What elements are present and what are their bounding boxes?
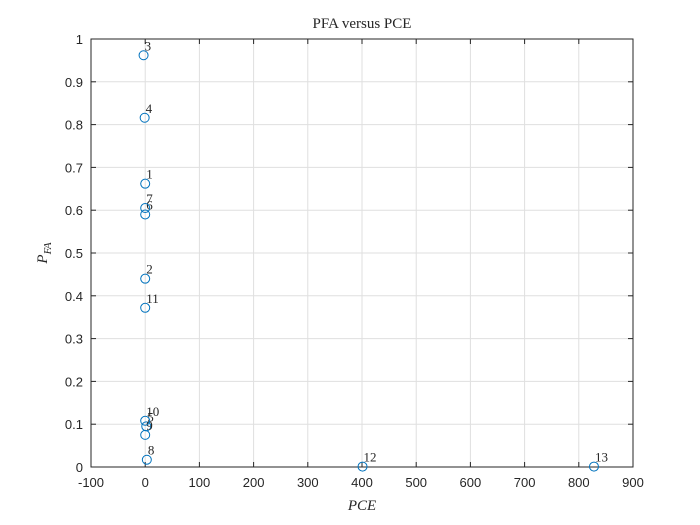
axes-frame: [90, 38, 634, 468]
data-point-3: [138, 50, 149, 61]
x-tick-label-6: 500: [405, 475, 427, 490]
x-tick-label-3: 200: [243, 475, 265, 490]
y-tick-label-0: 0: [76, 460, 83, 475]
data-point-label-13: 13: [595, 450, 608, 465]
data-point-1: [140, 178, 151, 189]
y-tick-label-8: 0.8: [65, 118, 83, 133]
y-tick-label-2: 0.2: [65, 374, 83, 389]
data-point-12: [357, 461, 368, 472]
data-point-4: [139, 112, 150, 123]
y-axis-label-subscript: FA: [42, 242, 54, 255]
data-point-label-7: 7: [146, 191, 153, 206]
data-point-10: [140, 415, 151, 426]
x-tick-label-0: -100: [78, 475, 104, 490]
data-point-label-11: 11: [146, 291, 159, 306]
data-point-13: [588, 461, 599, 472]
data-point-label-1: 1: [146, 167, 153, 182]
data-point-9: [140, 429, 151, 440]
y-axis-label-main: P: [35, 254, 51, 264]
x-tick-label-10: 900: [622, 475, 644, 490]
x-tick-label-7: 600: [460, 475, 482, 490]
data-point-label-10: 10: [146, 404, 159, 419]
data-point-label-6: 6: [146, 197, 153, 212]
data-point-label-2: 2: [146, 262, 153, 277]
y-tick-label-6: 0.6: [65, 203, 83, 218]
data-point-6: [140, 209, 151, 220]
y-tick-label-3: 0.3: [65, 332, 83, 347]
y-tick-label-10: 1: [76, 32, 83, 47]
x-tick-label-4: 300: [297, 475, 319, 490]
x-tick-label-8: 700: [514, 475, 536, 490]
chart-title: PFA versus PCE: [313, 16, 412, 32]
data-point-7: [140, 203, 151, 214]
x-axis-label: PCE: [347, 498, 376, 514]
data-point-label-4: 4: [146, 101, 153, 116]
y-tick-label-4: 0.4: [65, 289, 83, 304]
data-point-label-3: 3: [145, 38, 152, 53]
data-point-label-8: 8: [148, 443, 155, 458]
data-point-2: [140, 273, 151, 284]
y-tick-label-1: 0.1: [65, 417, 83, 432]
data-point-label-5: 5: [147, 409, 154, 424]
y-tick-label-9: 0.9: [65, 75, 83, 90]
data-point-8: [141, 454, 152, 465]
x-tick-label-5: 400: [351, 475, 373, 490]
data-point-11: [140, 302, 151, 313]
x-tick-label-1: 0: [142, 475, 149, 490]
y-axis-label: PFA: [35, 242, 54, 264]
x-tick-label-2: 100: [189, 475, 211, 490]
y-tick-label-5: 0.5: [65, 246, 83, 261]
data-point-label-12: 12: [364, 450, 377, 465]
x-tick-label-9: 800: [568, 475, 590, 490]
data-point-label-9: 9: [146, 418, 153, 433]
y-tick-labels: 0 0.1 0.2 0.3 0.4 0.5 0.6 0.7 0.8 0.9 1: [65, 32, 83, 475]
x-tick-labels: -100 0 100 200 300 400 500 600 700 800 900: [78, 475, 644, 490]
y-tick-label-7: 0.7: [65, 160, 83, 175]
